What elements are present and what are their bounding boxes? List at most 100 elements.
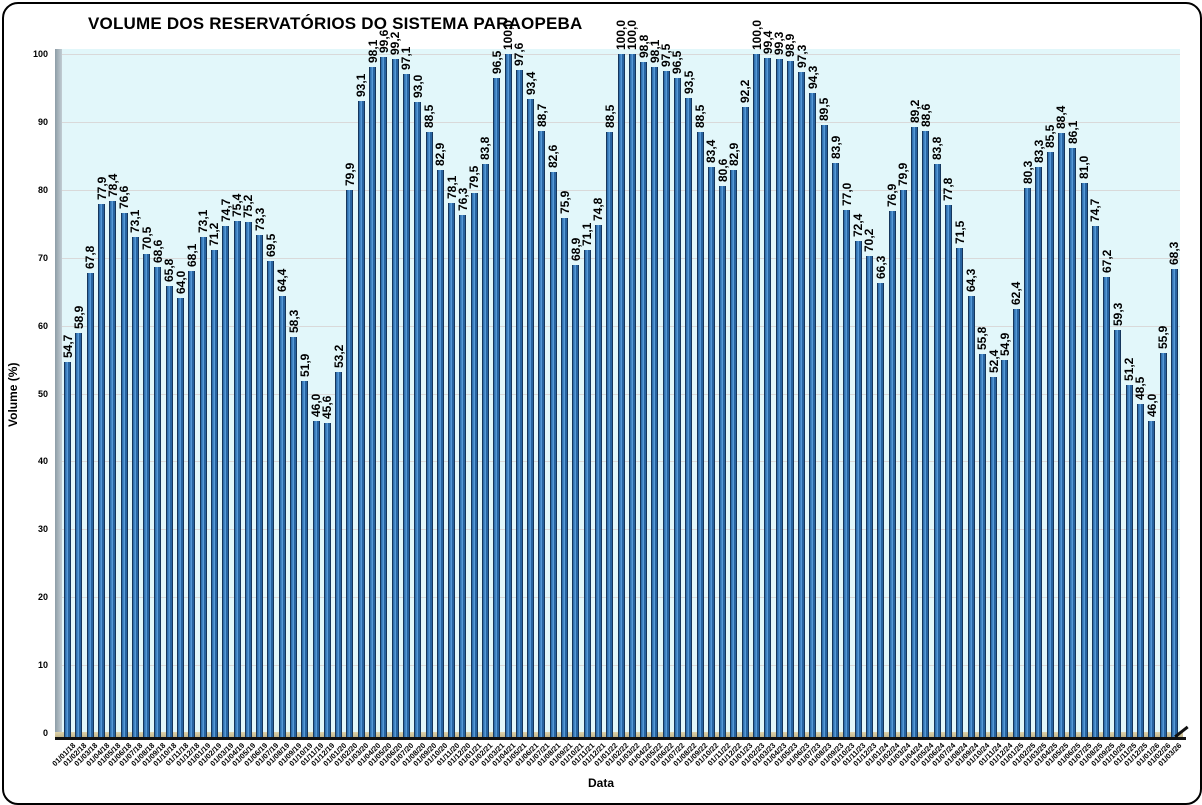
bar (120, 212, 128, 737)
bar-value-label: 67,2 (1099, 249, 1114, 273)
bar-value-label: 66,3 (873, 255, 888, 279)
bar-value-label: 88,5 (693, 104, 708, 129)
bar (267, 261, 275, 737)
bar (1148, 420, 1156, 737)
bar (538, 130, 546, 737)
bar-value-label: 83,9 (828, 135, 843, 160)
bar (154, 267, 162, 737)
bar (978, 354, 986, 737)
bar-value-label: 76,6 (117, 185, 132, 209)
bar (854, 241, 862, 737)
bar (177, 298, 185, 737)
bar (1159, 353, 1167, 737)
bar-value-label: 80,3 (1020, 160, 1035, 184)
bar-value-label: 64,3 (964, 269, 979, 293)
y-tick-label: 70 (37, 252, 48, 263)
chart-left-wall (55, 49, 62, 733)
bar (425, 132, 433, 737)
bar (888, 210, 896, 737)
bar (572, 265, 580, 737)
bar (1103, 276, 1111, 737)
bar (1114, 330, 1122, 737)
bar-value-label: 88,6 (918, 104, 933, 128)
bar-value-label: 82,6 (546, 144, 561, 169)
bar (459, 214, 467, 737)
bar (470, 193, 478, 737)
bar (188, 270, 196, 737)
bar-value-label: 62,4 (1009, 281, 1024, 306)
bar (719, 185, 727, 737)
bar-value-label: 96,5 (489, 50, 504, 74)
bar (956, 247, 964, 737)
bar (730, 170, 738, 737)
bar-value-label: 55,8 (975, 326, 990, 351)
bar (165, 286, 173, 737)
bar (493, 77, 501, 737)
bar-value-label: 71,2 (207, 222, 222, 246)
bar (707, 166, 715, 737)
bar-value-label: 71,1 (580, 222, 595, 247)
bar (1046, 152, 1054, 737)
bar-value-label: 51,9 (297, 353, 312, 377)
y-tick-label: 40 (37, 456, 48, 467)
bar (753, 54, 760, 737)
bar (594, 225, 602, 737)
bar-value-label: 70,2 (862, 228, 877, 253)
bar (64, 361, 72, 737)
bar (1001, 360, 1009, 737)
bar (290, 337, 297, 737)
bar (922, 131, 930, 737)
bar-value-label: 97,3 (794, 44, 809, 69)
bar (256, 235, 264, 737)
bar (210, 249, 218, 737)
y-tick-label: 20 (37, 592, 48, 603)
bar (335, 371, 343, 737)
bar-value-label: 97,6 (512, 42, 527, 67)
bar-value-label: 88,5 (422, 104, 437, 129)
bar-value-label: 82,9 (433, 142, 448, 167)
bar (944, 204, 952, 737)
bar (515, 70, 523, 737)
y-tick-label: 50 (37, 388, 48, 399)
bar-value-label: 74,7 (1088, 198, 1103, 222)
bar (820, 125, 828, 737)
bar (640, 62, 648, 737)
bar (685, 98, 693, 737)
bar (1170, 269, 1178, 737)
bar (967, 296, 975, 737)
bar (832, 163, 840, 737)
bar (798, 72, 806, 737)
bar-value-label: 79,9 (896, 163, 911, 187)
bar (1069, 148, 1077, 737)
bar-value-label: 58,9 (71, 305, 86, 330)
bar (86, 272, 94, 737)
bar (244, 222, 252, 737)
bar-value-label: 45,6 (320, 396, 335, 420)
bar (899, 190, 907, 737)
bar (380, 56, 388, 737)
bar-value-label: 68,1 (184, 243, 199, 267)
bar (75, 333, 83, 737)
bar (775, 58, 783, 737)
bar (651, 66, 659, 737)
bar (199, 236, 207, 737)
y-tick-label: 10 (37, 660, 48, 671)
bar (109, 200, 117, 737)
bar (436, 170, 444, 737)
bar-value-label: 74,8 (591, 197, 606, 222)
bar (1125, 385, 1133, 737)
bar (865, 256, 873, 737)
bar (606, 132, 614, 737)
bar-value-label: 77,8 (941, 177, 956, 201)
bar-value-label: 83,8 (478, 136, 493, 160)
bar (369, 66, 377, 737)
bar-value-label: 82,9 (726, 142, 741, 167)
bar (346, 190, 354, 737)
bar (764, 58, 772, 737)
bar (504, 54, 512, 737)
bar (1024, 187, 1032, 737)
bar (990, 377, 998, 737)
bar-value-label: 68,3 (1167, 241, 1182, 266)
bar-value-label: 88,5 (602, 104, 617, 129)
